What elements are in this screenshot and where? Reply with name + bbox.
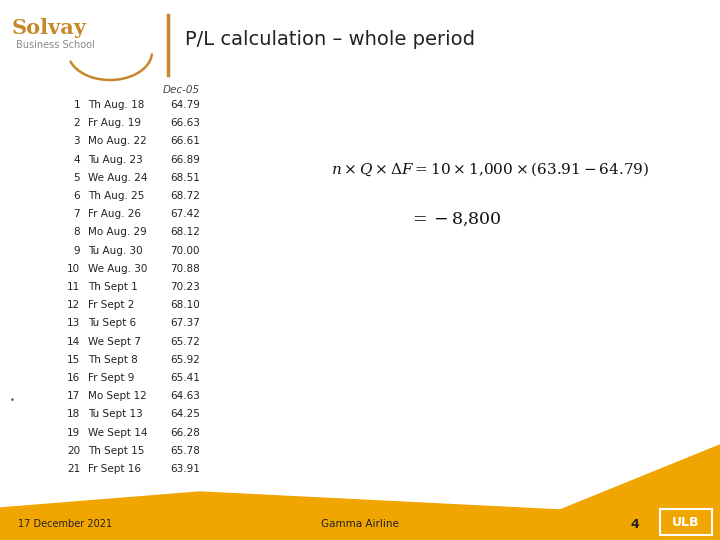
Text: 70.00: 70.00	[171, 246, 200, 255]
Text: $n \times Q \times \Delta F = 10 \times 1{,}000 \times (63.91 - 64.79)$: $n \times Q \times \Delta F = 10 \times …	[330, 160, 649, 178]
Text: 65.92: 65.92	[170, 355, 200, 365]
Text: 65.78: 65.78	[170, 446, 200, 456]
Text: 64.25: 64.25	[170, 409, 200, 420]
Text: 67.42: 67.42	[170, 209, 200, 219]
Text: 66.61: 66.61	[170, 137, 200, 146]
Text: Mo Sept 12: Mo Sept 12	[88, 391, 147, 401]
Text: 20: 20	[67, 446, 80, 456]
Text: Fr Sept 16: Fr Sept 16	[88, 464, 141, 474]
Text: We Aug. 24: We Aug. 24	[88, 173, 148, 183]
Text: Th Aug. 25: Th Aug. 25	[88, 191, 145, 201]
Text: 1: 1	[73, 100, 80, 110]
Bar	[660, 509, 712, 535]
Text: 11: 11	[67, 282, 80, 292]
Text: ULB: ULB	[672, 516, 700, 529]
Text: 63.91: 63.91	[170, 464, 200, 474]
Text: 3: 3	[73, 137, 80, 146]
Text: 70.88: 70.88	[170, 264, 200, 274]
Text: 6: 6	[73, 191, 80, 201]
Text: 2: 2	[73, 118, 80, 128]
Text: Fr Aug. 19: Fr Aug. 19	[88, 118, 141, 128]
Text: 16: 16	[67, 373, 80, 383]
Text: Th Sept 15: Th Sept 15	[88, 446, 145, 456]
Text: 8: 8	[73, 227, 80, 238]
Text: 68.12: 68.12	[170, 227, 200, 238]
Text: 64.63: 64.63	[170, 391, 200, 401]
Text: We Aug. 30: We Aug. 30	[88, 264, 148, 274]
Text: We Sept 7: We Sept 7	[88, 336, 141, 347]
Text: 9: 9	[73, 246, 80, 255]
Text: Tu Sept 6: Tu Sept 6	[88, 319, 136, 328]
Text: •: •	[10, 396, 15, 405]
Text: 4: 4	[631, 517, 639, 530]
Text: Solvay: Solvay	[12, 18, 87, 38]
Text: Th Aug. 18: Th Aug. 18	[88, 100, 145, 110]
Text: 4: 4	[73, 154, 80, 165]
Text: Fr Sept 9: Fr Sept 9	[88, 373, 135, 383]
Text: Tu Sept 13: Tu Sept 13	[88, 409, 143, 420]
Text: 64.79: 64.79	[170, 100, 200, 110]
Text: Tu Aug. 30: Tu Aug. 30	[88, 246, 143, 255]
Text: 18: 18	[67, 409, 80, 420]
Text: Gamma Airline: Gamma Airline	[321, 519, 399, 529]
Text: $= -8{,}800$: $= -8{,}800$	[408, 210, 501, 228]
Text: Tu Aug. 23: Tu Aug. 23	[88, 154, 143, 165]
Text: 13: 13	[67, 319, 80, 328]
Text: Dec-05: Dec-05	[163, 85, 200, 95]
Text: P/L calculation – whole period: P/L calculation – whole period	[185, 30, 475, 49]
Text: Business School: Business School	[16, 40, 95, 50]
Polygon shape	[0, 445, 720, 540]
Text: 66.89: 66.89	[170, 154, 200, 165]
Text: Fr Aug. 26: Fr Aug. 26	[88, 209, 141, 219]
Text: 66.28: 66.28	[170, 428, 200, 437]
Text: 68.72: 68.72	[170, 191, 200, 201]
Text: 66.63: 66.63	[170, 118, 200, 128]
Text: 68.51: 68.51	[170, 173, 200, 183]
Text: 5: 5	[73, 173, 80, 183]
Text: 70.23: 70.23	[170, 282, 200, 292]
Text: 17: 17	[67, 391, 80, 401]
Text: 19: 19	[67, 428, 80, 437]
Text: 15: 15	[67, 355, 80, 365]
Text: Mo Aug. 22: Mo Aug. 22	[88, 137, 147, 146]
Text: 65.41: 65.41	[170, 373, 200, 383]
Text: 10: 10	[67, 264, 80, 274]
Text: Mo Aug. 29: Mo Aug. 29	[88, 227, 147, 238]
Text: Th Sept 1: Th Sept 1	[88, 282, 138, 292]
Text: 14: 14	[67, 336, 80, 347]
Text: 12: 12	[67, 300, 80, 310]
Text: 68.10: 68.10	[170, 300, 200, 310]
Text: 17 December 2021: 17 December 2021	[18, 519, 112, 529]
Text: We Sept 14: We Sept 14	[88, 428, 148, 437]
Text: 65.72: 65.72	[170, 336, 200, 347]
Text: 67.37: 67.37	[170, 319, 200, 328]
Text: Fr Sept 2: Fr Sept 2	[88, 300, 135, 310]
Text: Th Sept 8: Th Sept 8	[88, 355, 138, 365]
Text: 21: 21	[67, 464, 80, 474]
Text: 7: 7	[73, 209, 80, 219]
